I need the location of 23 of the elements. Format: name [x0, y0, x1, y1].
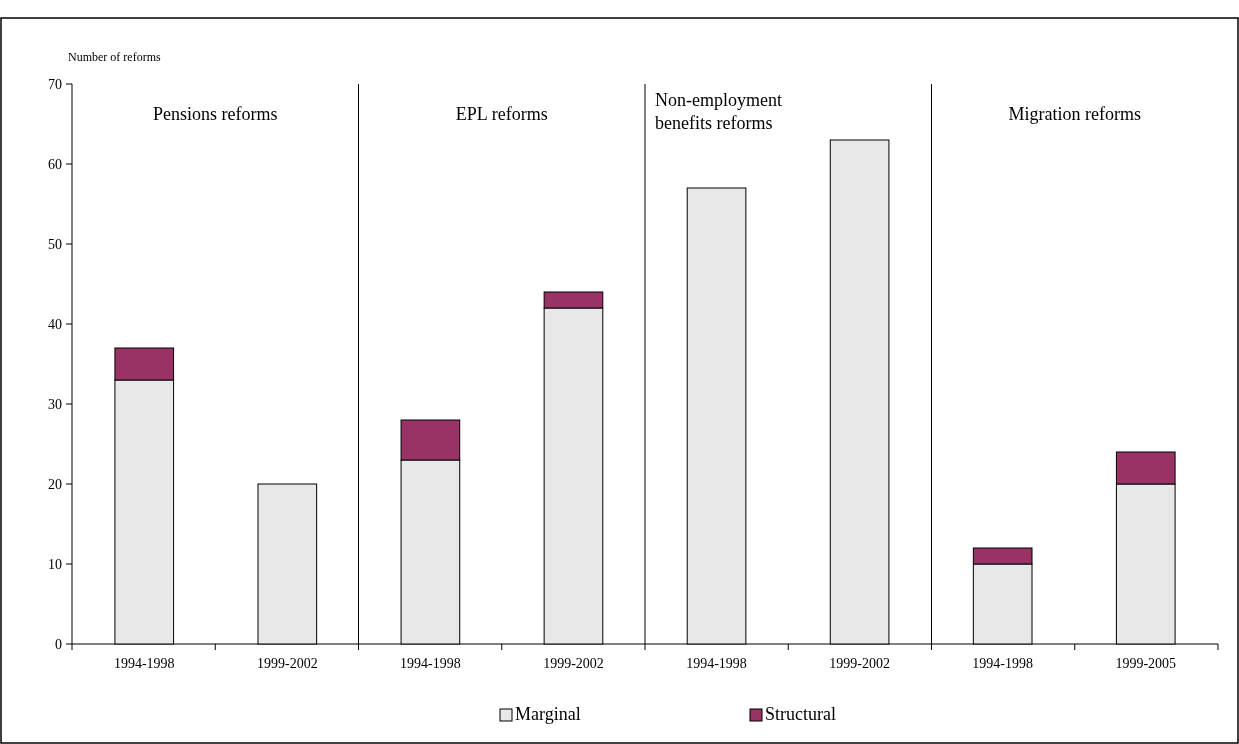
- annotation: EPL reforms: [455, 104, 548, 124]
- annotation: Non-employment benefits reforms: [655, 90, 782, 133]
- x-tick-label: 1999-2002: [829, 656, 890, 671]
- annotation: Migration reforms: [1008, 104, 1141, 124]
- y-tick-label: 40: [48, 316, 62, 332]
- y-tick-label: 70: [48, 76, 62, 92]
- y-tick-label: 60: [48, 156, 62, 172]
- x-tick-label: 1994-1998: [113, 656, 175, 671]
- y-tick-label: 30: [48, 396, 62, 412]
- y-tick-label: 0: [55, 636, 62, 652]
- y-tick-label: 20: [48, 476, 62, 492]
- x-tick-label: 1994-1998: [972, 656, 1034, 671]
- y-tick-label: 10: [48, 556, 62, 572]
- legend-label: Structural: [765, 704, 836, 724]
- x-tick-label: 1994-1998: [400, 656, 461, 671]
- y-tick-label: 50: [48, 236, 62, 252]
- x-tick-label: 1994-1998: [686, 656, 747, 671]
- y-axis-title: Number of reforms: [68, 50, 161, 64]
- x-tick-label: 1999-2002: [543, 656, 604, 671]
- legend-label: Marginal: [515, 704, 581, 724]
- x-tick-label: 1999-2005: [1115, 656, 1177, 671]
- x-tick-label: 1999-2002: [256, 656, 318, 671]
- annotation: Pensions reforms: [153, 104, 278, 124]
